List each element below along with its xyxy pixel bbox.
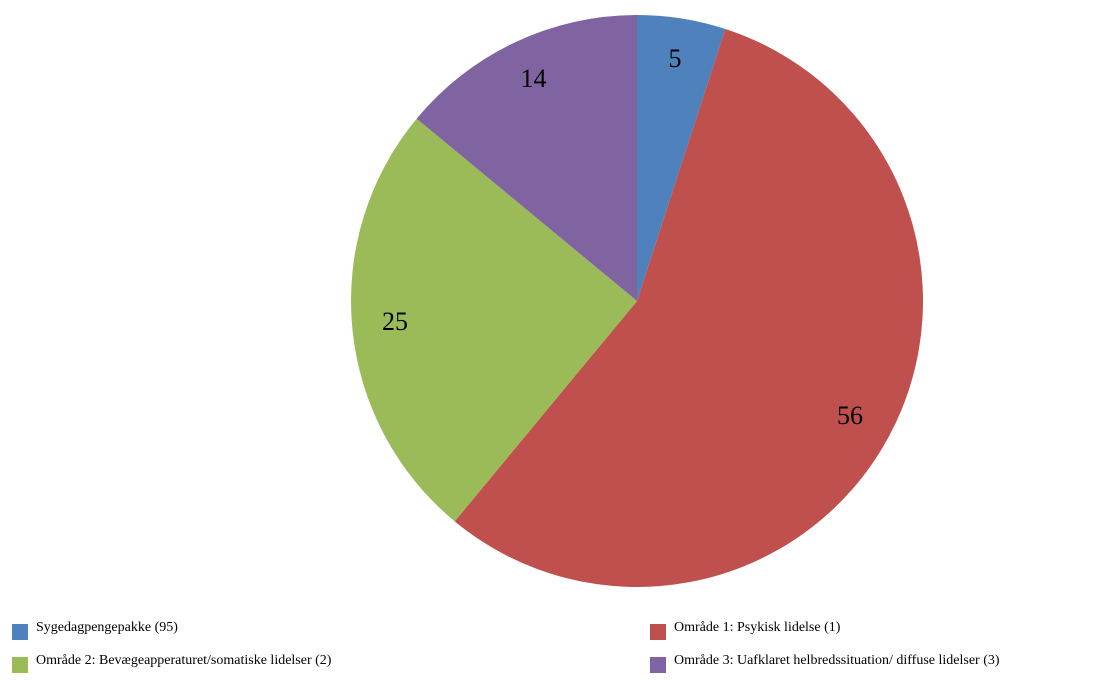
- legend-label: Område 2: Bevægeapperaturet/somatiske li…: [36, 653, 332, 668]
- data-label: 5: [669, 44, 682, 73]
- legend-label: Område 3: Uafklaret helbredssituation/ d…: [674, 653, 1000, 668]
- data-label: 25: [382, 307, 408, 336]
- pie-slice: [454, 28, 924, 587]
- data-label: 56: [837, 401, 863, 430]
- legend-swatch: [12, 624, 28, 640]
- pie-slice: [416, 15, 637, 301]
- legend-swatch: [12, 657, 28, 673]
- legend-label: Område 1: Psykisk lidelse (1): [674, 620, 841, 635]
- pie-slice: [637, 15, 726, 301]
- pie-slice: [351, 118, 637, 522]
- legend-swatch: [650, 624, 666, 640]
- legend-label: Sygedagpengepakke (95): [36, 620, 178, 635]
- legend-swatch: [650, 657, 666, 673]
- data-label: 14: [520, 64, 546, 93]
